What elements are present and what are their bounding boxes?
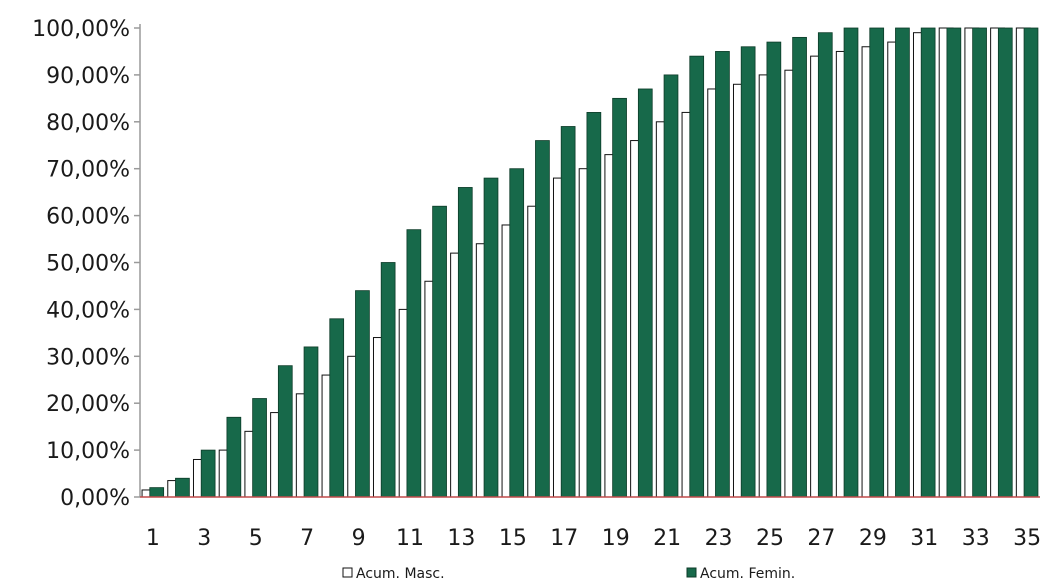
legend-swatch [686,567,697,578]
bar-acum-femin [457,187,473,498]
y-tick-label: 80,00% [46,111,130,136]
x-tick-label: 35 [1013,526,1041,551]
bar-acum-femin [997,27,1013,498]
bar-acum-femin [535,140,550,498]
bar-acum-femin [329,318,345,498]
x-tick-label: 27 [807,526,835,551]
x-tick-label: 15 [499,526,527,551]
y-tick-label: 100,00% [32,17,130,42]
bar-acum-femin [869,27,885,498]
legend-label: Acum. Masc. [356,566,445,582]
bar-acum-femin [586,112,602,498]
y-tick-label: 40,00% [46,298,130,323]
bar-acum-femin [637,88,653,498]
bar-acum-femin [843,27,859,498]
bar-acum-femin [380,262,396,498]
bar-acum-femin [612,97,627,498]
bar-acum-femin [252,398,267,498]
x-tick-label: 31 [910,526,938,551]
x-tick-label: 33 [962,526,990,551]
bar-acum-femin [560,126,576,498]
y-tick-label: 30,00% [46,345,130,370]
x-tick-label: 3 [197,526,211,551]
bar-acum-femin [689,55,705,498]
bar-acum-femin [817,32,833,498]
bar-acum-femin [920,27,936,498]
bar-acum-femin [509,168,525,498]
x-tick-label: 11 [396,526,424,551]
bar-acum-femin [663,74,679,498]
bar-acum-femin [895,27,910,498]
bar-acum-femin [1023,27,1039,498]
bar-acum-femin [175,477,190,498]
x-tick-label: 13 [447,526,475,551]
x-tick-label: 29 [859,526,887,551]
x-tick-label: 1 [146,526,160,551]
bar-acum-femin [483,177,499,498]
bar-acum-femin [946,27,962,498]
bar-acum-femin [226,416,242,498]
y-tick-label: 50,00% [46,252,130,277]
y-tick-label: 0,00% [60,486,130,511]
bar-acum-femin [766,41,782,498]
x-tick-label: 25 [756,526,784,551]
x-tick-label: 21 [653,526,681,551]
bar-acum-femin [277,365,293,498]
y-tick-label: 20,00% [46,392,130,417]
bar-acum-femin [715,51,730,498]
bar-acum-femin [406,229,422,498]
y-tick-label: 10,00% [46,439,130,464]
y-tick-label: 60,00% [46,205,130,230]
y-tick-label: 70,00% [46,158,130,183]
legend-label: Acum. Femin. [700,566,795,582]
y-tick-label: 90,00% [46,64,130,89]
bar-acum-femin [355,290,370,498]
x-tick-label: 17 [550,526,578,551]
bar-acum-femin [149,487,165,498]
bar-acum-femin [972,27,987,498]
bar-acum-femin [432,205,447,498]
x-tick-label: 23 [705,526,733,551]
bar-acum-femin [792,36,807,498]
bar-acum-femin [200,449,216,498]
x-tick-label: 19 [602,526,630,551]
x-tick-label: 5 [249,526,263,551]
x-tick-label: 7 [300,526,314,551]
bar-acum-femin [303,346,319,498]
legend-swatch [342,567,353,578]
bar-acum-femin [740,46,756,498]
x-tick-label: 9 [352,526,366,551]
